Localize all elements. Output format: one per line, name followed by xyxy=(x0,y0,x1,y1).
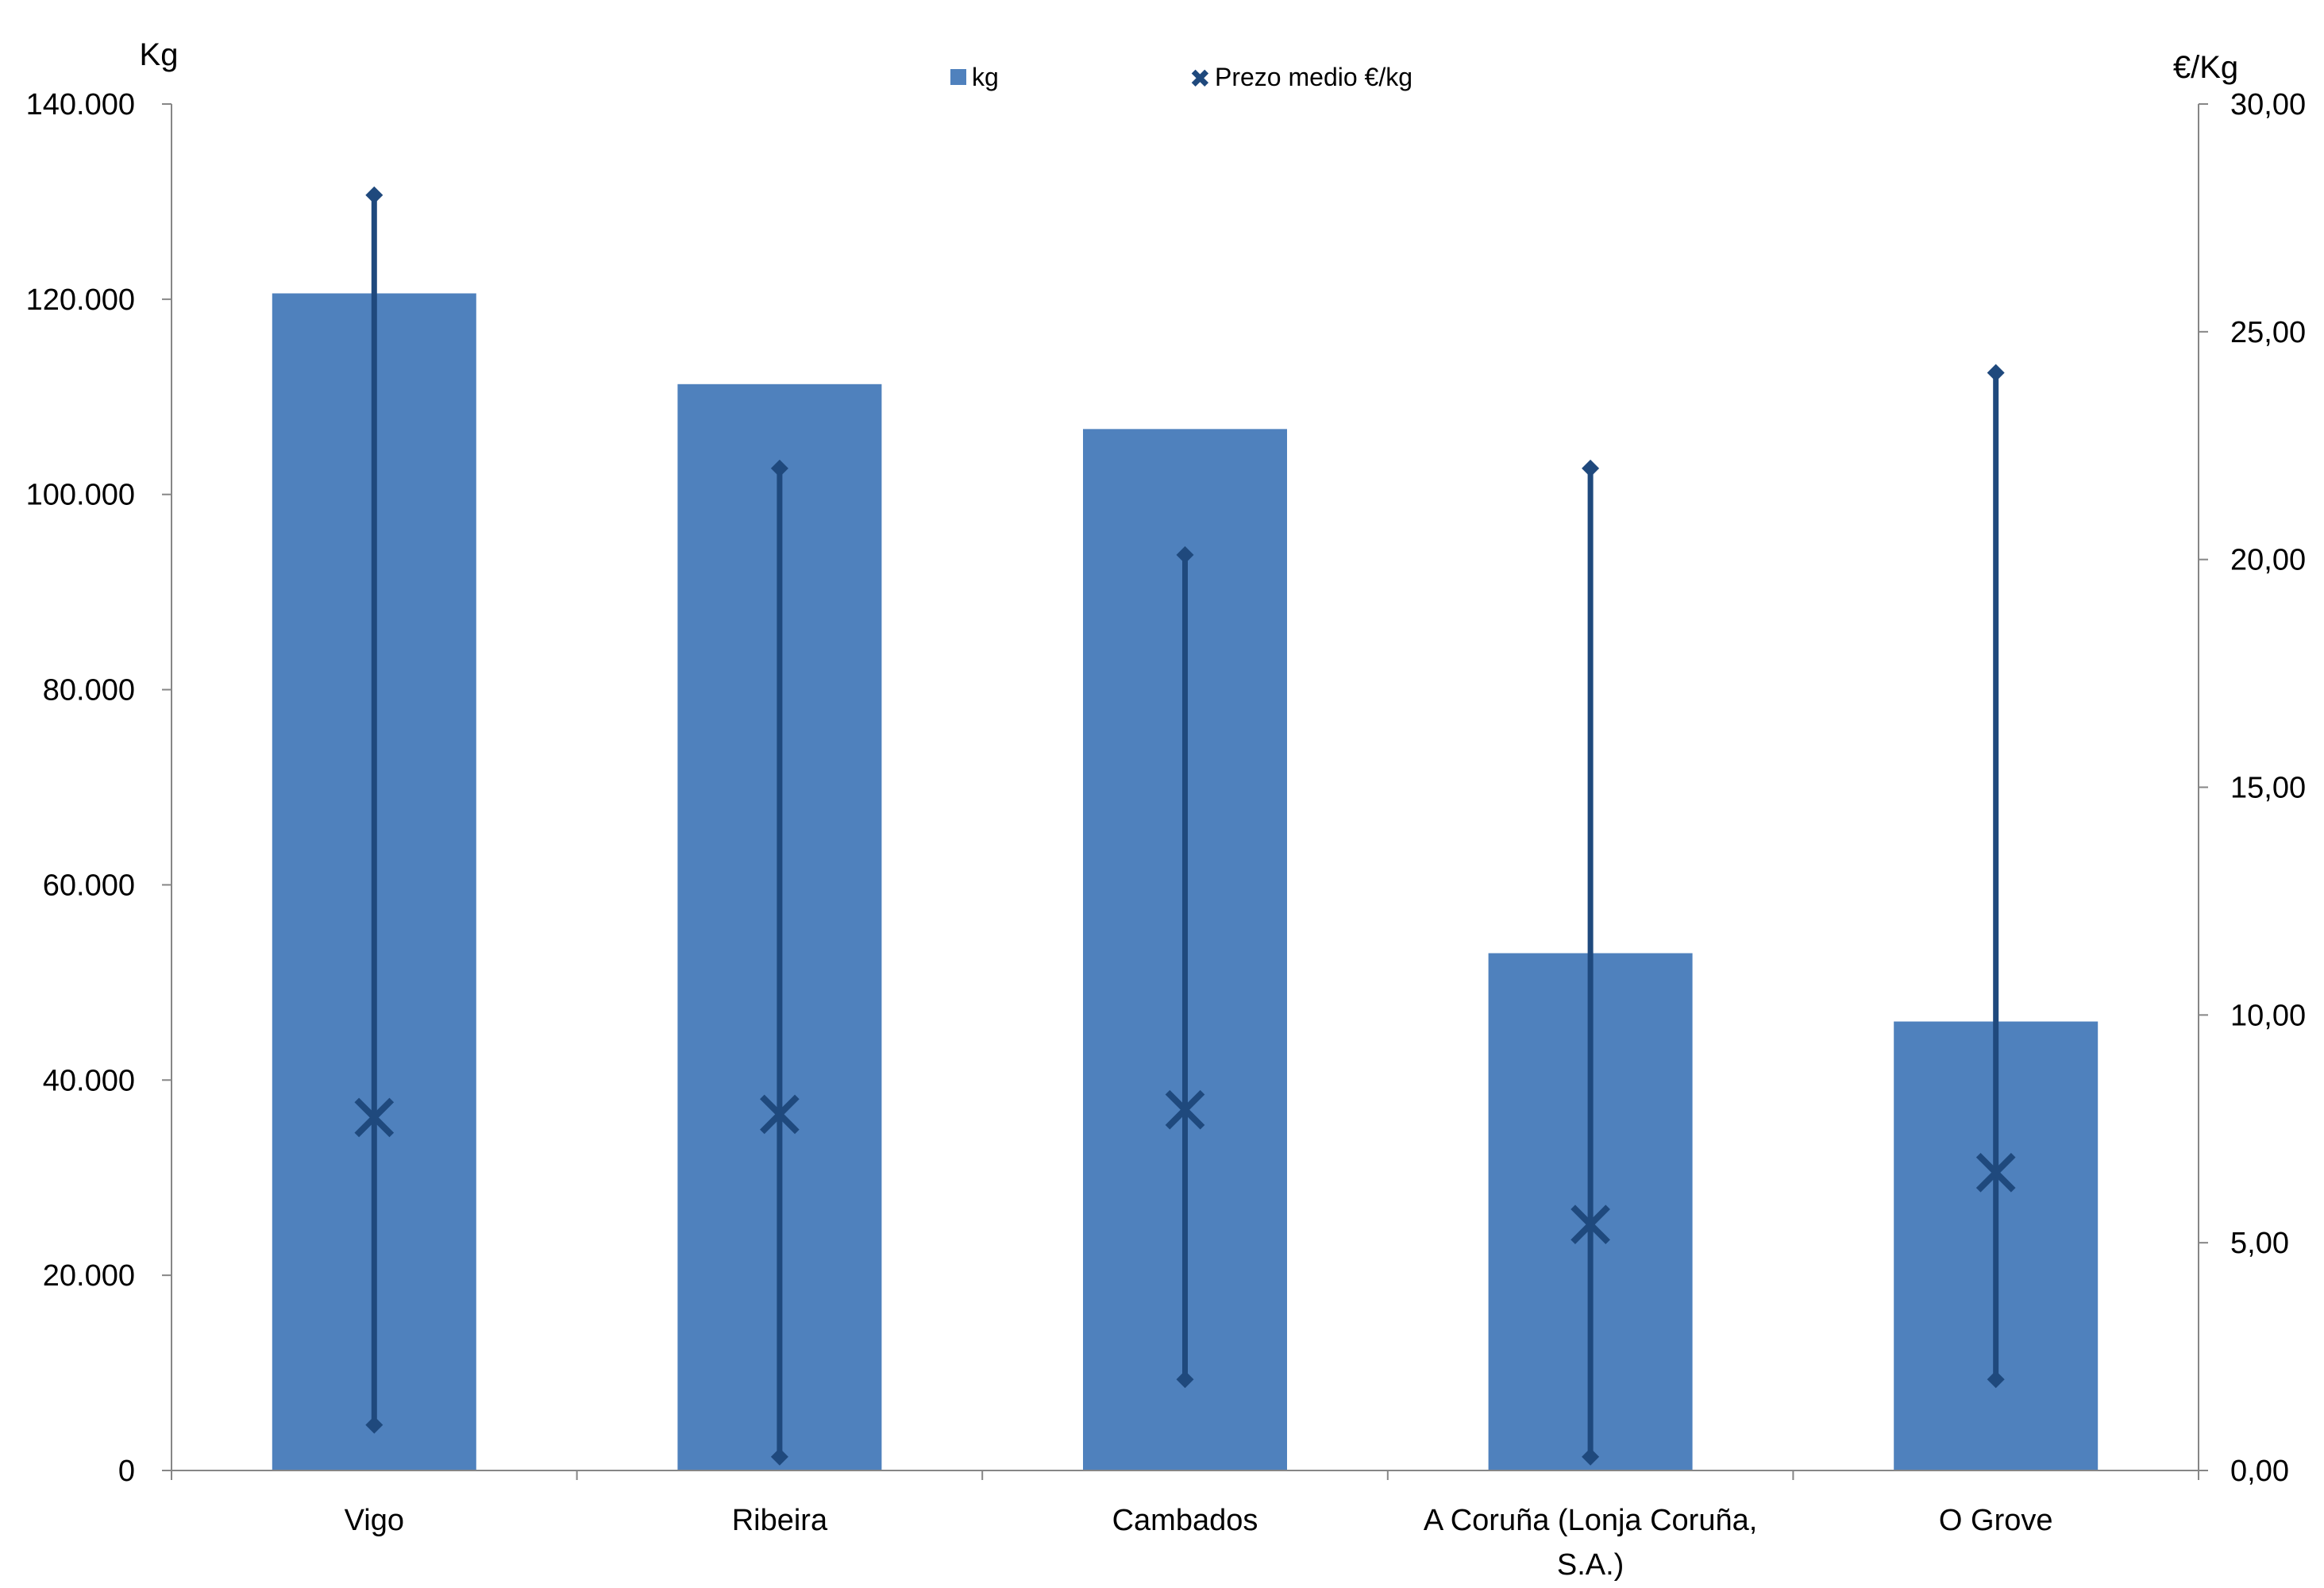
avg-price-marker-0 xyxy=(354,1097,395,1138)
axes: Vigo Ribeira Cambados A Coruña (Lonja Coruñ… xyxy=(26,88,2306,1582)
right-tick-label-3: 15,00 xyxy=(2230,772,2306,805)
min-marker-2 xyxy=(1176,1370,1194,1389)
left-tick-label-6: 120.000 xyxy=(26,283,135,317)
max-marker-0 xyxy=(365,186,383,204)
left-tick-label-5: 100.000 xyxy=(26,479,135,512)
x-tick-label-line: S.A.) xyxy=(1557,1548,1624,1582)
min-marker-1 xyxy=(770,1447,788,1466)
left-tick-label-4: 80.000 xyxy=(43,674,135,707)
left-tick-label-0: 0 xyxy=(118,1455,135,1488)
right-tick-label-6: 30,00 xyxy=(2230,88,2306,121)
right-tick-label-1: 5,00 xyxy=(2230,1227,2289,1260)
right-tick-label-5: 25,00 xyxy=(2230,316,2306,349)
legend-swatch-kg xyxy=(950,69,966,85)
left-tick-label-1: 20.000 xyxy=(43,1259,135,1293)
max-marker-3 xyxy=(1582,459,1600,477)
legend-label-kg: kg xyxy=(972,63,999,91)
x-tick-label-line: O Grove xyxy=(1939,1504,2053,1537)
legend: kg ✖ Prezo medio €/kg xyxy=(950,63,1413,93)
max-marker-2 xyxy=(1176,545,1194,564)
x-tick-label-0: Vigo xyxy=(345,1504,404,1537)
right-tick-label-2: 10,00 xyxy=(2230,999,2306,1032)
left-tick-label-2: 40.000 xyxy=(43,1064,135,1097)
right-tick-label-0: 0,00 xyxy=(2230,1455,2289,1488)
left-tick-label-7: 140.000 xyxy=(26,88,135,121)
chart-marks xyxy=(272,186,2099,1471)
x-tick-label-line: A Coruña (Lonja Coruña, xyxy=(1424,1504,1757,1537)
min-marker-4 xyxy=(1987,1370,2005,1389)
avg-price-marker-2 xyxy=(1165,1089,1205,1130)
x-tick-label-line: Vigo xyxy=(345,1504,404,1537)
legend-marker-price: ✖ xyxy=(1189,64,1211,93)
x-tick-label-line: Ribeira xyxy=(732,1504,828,1537)
x-tick-label-1: Ribeira xyxy=(732,1504,828,1537)
x-tick-label-2: Cambados xyxy=(1112,1504,1258,1537)
right-axis-label: €/Kg xyxy=(2173,50,2238,85)
x-tick-label-3: A Coruña (Lonja Coruña, S.A.) xyxy=(1424,1504,1757,1582)
avg-price-marker-4 xyxy=(1975,1152,2016,1193)
max-marker-1 xyxy=(770,459,788,477)
x-tick-label-line: Cambados xyxy=(1112,1504,1258,1537)
left-axis-label: Kg xyxy=(140,37,179,72)
avg-price-marker-1 xyxy=(760,1094,800,1135)
left-tick-label-3: 60.000 xyxy=(43,869,135,902)
x-tick-label-4: O Grove xyxy=(1939,1504,2053,1537)
legend-label-price: Prezo medio €/kg xyxy=(1215,63,1413,91)
max-marker-4 xyxy=(1987,364,2005,382)
min-marker-3 xyxy=(1582,1447,1600,1466)
right-tick-label-4: 20,00 xyxy=(2230,544,2306,577)
avg-price-marker-3 xyxy=(1571,1204,1610,1245)
min-marker-0 xyxy=(365,1416,383,1434)
